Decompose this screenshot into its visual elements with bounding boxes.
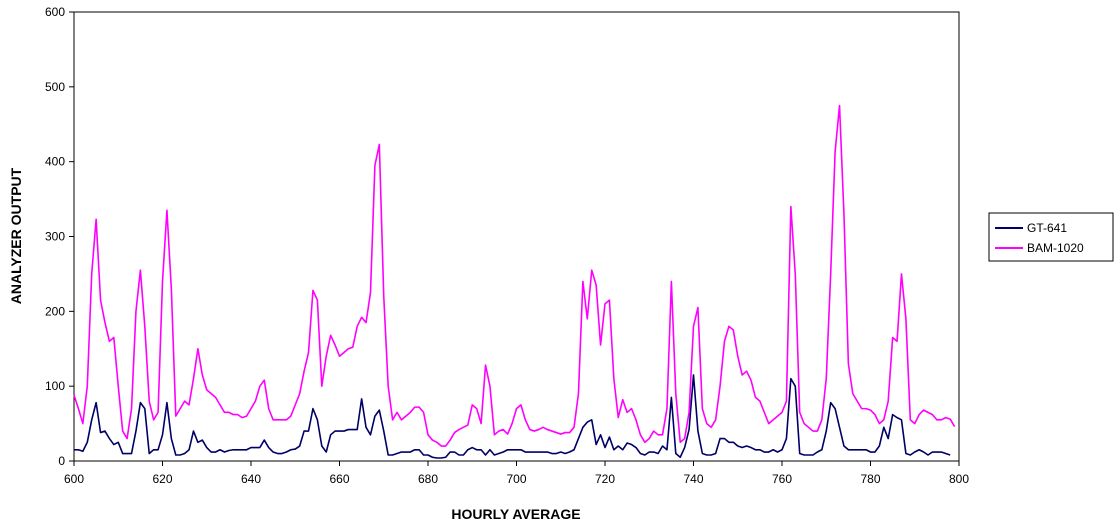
x-axis-title: HOURLY AVERAGE xyxy=(451,506,580,522)
legend-box xyxy=(988,212,1114,262)
x-axis: 600 620 640 660 680 700 720 740 760 780 800 xyxy=(64,461,969,486)
y-tick-label: 600 xyxy=(45,5,65,19)
x-tick-label: 640 xyxy=(241,472,261,486)
series-line-gt-641 xyxy=(74,374,951,459)
y-tick-label: 300 xyxy=(45,230,65,244)
y-tick-label: 400 xyxy=(45,155,65,169)
x-tick-label: 760 xyxy=(772,472,792,486)
y-tick-label: 200 xyxy=(45,304,65,318)
x-tick-label: 700 xyxy=(506,472,526,486)
legend-label-bam-1020: BAM-1020 xyxy=(1027,241,1084,255)
x-tick-label: 600 xyxy=(64,472,84,486)
x-tick-label: 660 xyxy=(329,472,349,486)
x-tick-label: 800 xyxy=(949,472,969,486)
y-tick-label: 100 xyxy=(45,379,65,393)
legend-label-gt-641: GT-641 xyxy=(1027,221,1067,235)
y-axis-title: ANALYZER OUTPUT xyxy=(8,167,24,304)
series-layer xyxy=(73,104,956,459)
legend: GT-641 BAM-1020 xyxy=(988,212,1114,262)
x-tick-label: 780 xyxy=(860,472,880,486)
y-axis: 0 100 200 300 400 500 600 xyxy=(45,5,74,468)
plot-area xyxy=(73,11,960,462)
x-tick-label: 680 xyxy=(418,472,438,486)
x-tick-label: 740 xyxy=(683,472,703,486)
series-line-bam-1020 xyxy=(73,104,956,447)
x-tick-label: 620 xyxy=(152,472,172,486)
y-tick-label: 500 xyxy=(45,80,65,94)
y-tick-label: 0 xyxy=(58,454,65,468)
x-tick-label: 720 xyxy=(595,472,615,486)
